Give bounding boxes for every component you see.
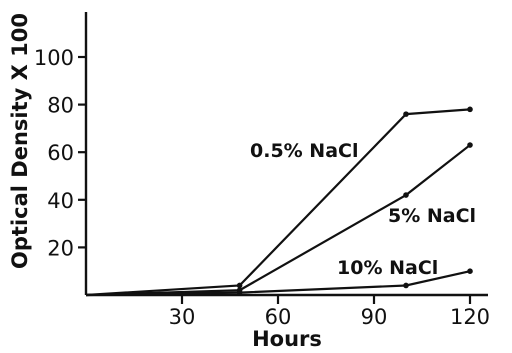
data-point-10-nacl xyxy=(467,268,473,275)
series-group xyxy=(85,106,473,297)
x-tick-label: 60 xyxy=(265,305,292,329)
x-tick-label: 90 xyxy=(361,305,388,329)
ticks: 30 60 90 120 20 40 60 80 100 xyxy=(34,46,490,329)
series-labels: 0.5% NaCl 5% NaCl 10% NaCl xyxy=(250,140,476,279)
x-tick-label: 30 xyxy=(169,305,196,329)
data-point-5-nacl xyxy=(403,192,409,198)
data-point-10-nacl xyxy=(403,282,409,289)
series-line-5-nacl xyxy=(85,144,471,297)
series-line-0-5-nacl xyxy=(85,108,471,297)
series-label: 10% NaCl xyxy=(337,257,438,279)
data-point-0-5-nacl xyxy=(403,111,409,117)
data-point-0-5-nacl xyxy=(236,282,243,289)
y-tick-label: 60 xyxy=(47,141,74,165)
y-axis-title: Optical Density X 100 xyxy=(8,13,32,269)
x-axis-title: Hours xyxy=(252,327,322,351)
data-point-10-nacl xyxy=(236,289,243,296)
y-tick-label: 40 xyxy=(47,189,74,213)
x-tick-label: 120 xyxy=(450,305,490,329)
y-tick-label: 20 xyxy=(47,236,74,260)
series-line-10-nacl xyxy=(85,270,471,297)
y-tick-label: 100 xyxy=(34,46,74,70)
series-label: 0.5% NaCl xyxy=(250,140,359,162)
series-label: 5% NaCl xyxy=(388,205,476,227)
data-point-0-5-nacl xyxy=(467,106,473,113)
y-tick-label: 80 xyxy=(47,94,74,118)
data-point-5-nacl xyxy=(467,142,473,148)
